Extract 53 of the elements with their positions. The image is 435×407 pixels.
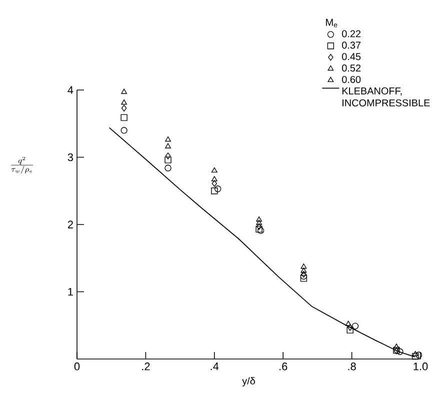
point bbox=[121, 88, 127, 94]
point bbox=[345, 320, 352, 326]
point bbox=[256, 223, 262, 230]
point bbox=[211, 176, 218, 182]
point bbox=[256, 220, 262, 225]
point bbox=[121, 104, 127, 112]
point bbox=[300, 268, 307, 273]
point bbox=[415, 352, 422, 358]
legend-label: 0.37 bbox=[342, 42, 361, 49]
point bbox=[300, 272, 308, 280]
point bbox=[164, 164, 172, 172]
point bbox=[346, 326, 354, 334]
x-tick-label: .8 bbox=[348, 362, 356, 370]
point bbox=[412, 352, 419, 360]
point bbox=[300, 264, 307, 269]
legend-label: KLEBANOFF, INCOMPRESSIBLE bbox=[342, 87, 430, 106]
legend-label: 0.52 bbox=[342, 64, 361, 72]
point bbox=[211, 167, 218, 173]
point bbox=[214, 186, 222, 192]
point bbox=[120, 114, 128, 121]
point bbox=[396, 348, 404, 355]
y-axis-title: $\frac{q^{2}}{\tau_{w}/\rho_{e}}$ bbox=[11, 156, 33, 174]
point bbox=[211, 188, 218, 194]
x-tick-label: .4 bbox=[210, 362, 219, 370]
point bbox=[121, 99, 127, 105]
x-axis-title: y/δ bbox=[242, 377, 255, 386]
point bbox=[256, 216, 262, 222]
point bbox=[256, 226, 262, 233]
legend-label: 0.22 bbox=[342, 30, 361, 38]
legend-label: 0.45 bbox=[342, 53, 361, 60]
y-tick-label: 3 bbox=[68, 153, 73, 162]
y-tick-label: 1 bbox=[68, 288, 73, 296]
point bbox=[212, 180, 217, 187]
point bbox=[164, 156, 172, 164]
x-tick-label: 1.0 bbox=[414, 362, 428, 370]
point bbox=[165, 152, 171, 160]
point bbox=[301, 270, 306, 278]
y-tick-label: 4 bbox=[68, 86, 74, 94]
point bbox=[300, 274, 308, 282]
point bbox=[165, 136, 171, 142]
y-tick-label: 2 bbox=[68, 220, 73, 228]
point bbox=[257, 227, 264, 234]
legend-title: M$_{e}$ bbox=[326, 18, 338, 28]
x-tick-label: .2 bbox=[142, 362, 150, 370]
x-tick-label: .6 bbox=[280, 362, 288, 370]
point bbox=[347, 324, 353, 331]
point bbox=[165, 143, 171, 148]
point bbox=[352, 322, 359, 330]
legend-label: 0.60 bbox=[342, 76, 361, 84]
point bbox=[120, 127, 128, 134]
point bbox=[412, 350, 418, 356]
x-tick-label: 0 bbox=[74, 362, 80, 370]
point bbox=[394, 344, 400, 349]
